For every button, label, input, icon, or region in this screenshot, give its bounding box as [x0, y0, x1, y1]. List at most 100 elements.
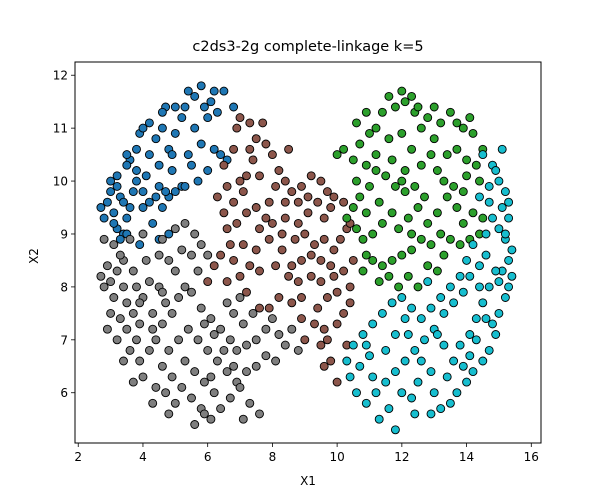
data-point-cluster-2	[264, 197, 274, 207]
data-point-cluster-3	[361, 250, 371, 260]
data-point-cluster-3	[384, 271, 394, 281]
data-point-cluster-5	[497, 203, 507, 212]
data-point-cluster-4	[229, 308, 239, 318]
data-point-cluster-4	[180, 218, 190, 228]
data-point-cluster-4	[170, 224, 180, 234]
data-point-cluster-4	[170, 266, 180, 276]
data-point-cluster-1	[161, 187, 171, 197]
data-point-cluster-1	[125, 203, 135, 212]
data-point-cluster-2	[238, 187, 248, 197]
data-point-cluster-4	[238, 414, 248, 424]
data-point-cluster-3	[407, 245, 417, 255]
data-point-cluster-2	[219, 208, 229, 218]
data-point-cluster-2	[232, 123, 242, 133]
data-point-cluster-4	[193, 266, 203, 276]
data-point-cluster-4	[280, 340, 290, 350]
data-point-cluster-5	[500, 293, 510, 302]
data-point-cluster-3	[348, 155, 358, 165]
data-point-cluster-4	[209, 330, 219, 339]
data-point-cluster-3	[390, 181, 400, 191]
data-point-cluster-5	[374, 414, 384, 424]
data-point-cluster-3	[355, 139, 365, 149]
data-point-cluster-2	[293, 218, 303, 228]
data-point-cluster-3	[442, 150, 452, 160]
data-point-cluster-2	[332, 287, 342, 297]
data-point-cluster-1	[206, 97, 216, 107]
data-point-cluster-2	[306, 250, 316, 260]
data-point-cluster-5	[449, 298, 459, 308]
data-point-cluster-3	[377, 218, 387, 228]
data-point-cluster-5	[407, 303, 417, 313]
data-point-cluster-3	[352, 224, 361, 234]
data-point-cluster-4	[255, 409, 264, 419]
data-point-cluster-2	[313, 197, 323, 207]
data-point-cluster-4	[128, 308, 138, 318]
data-point-cluster-5	[462, 255, 472, 265]
data-point-cluster-5	[390, 330, 400, 339]
y-tick-label: 10	[53, 175, 68, 189]
data-point-cluster-4	[164, 345, 174, 355]
data-point-cluster-3	[371, 123, 381, 133]
data-point-cluster-3	[478, 213, 488, 223]
data-point-cluster-5	[465, 271, 475, 281]
data-point-cluster-3	[384, 91, 394, 101]
data-point-cluster-4	[99, 234, 109, 244]
data-point-cluster-4	[251, 335, 261, 345]
data-point-cluster-1	[203, 113, 213, 123]
data-point-cluster-1	[154, 160, 164, 170]
data-point-cluster-5	[442, 372, 452, 382]
data-point-cluster-3	[387, 155, 397, 165]
data-point-cluster-2	[216, 250, 226, 260]
data-point-cluster-4	[157, 287, 167, 297]
data-point-cluster-1	[170, 128, 180, 138]
data-point-cluster-3	[465, 113, 475, 123]
data-point-cluster-2	[274, 166, 284, 175]
data-point-cluster-5	[397, 293, 407, 302]
data-point-cluster-4	[112, 266, 122, 276]
data-point-cluster-4	[248, 308, 258, 318]
data-point-cluster-4	[206, 372, 216, 382]
data-point-cluster-3	[413, 282, 423, 292]
data-point-cluster-3	[400, 166, 410, 175]
data-point-cluster-3	[407, 91, 417, 101]
data-point-cluster-1	[144, 197, 154, 207]
data-point-cluster-2	[306, 271, 316, 281]
data-point-cluster-4	[161, 388, 171, 398]
data-point-cluster-3	[423, 218, 433, 228]
data-point-cluster-1	[180, 181, 190, 191]
data-point-cluster-1	[106, 187, 116, 197]
data-point-cluster-3	[403, 213, 413, 223]
data-point-cluster-5	[478, 298, 488, 308]
data-point-cluster-1	[135, 240, 145, 250]
data-point-cluster-2	[258, 118, 268, 128]
data-point-cluster-1	[164, 229, 174, 239]
data-point-cluster-4	[167, 372, 177, 382]
data-point-cluster-4	[271, 356, 281, 366]
data-point-cluster-2	[235, 113, 245, 123]
data-point-cluster-2	[245, 118, 255, 128]
data-point-cluster-4	[206, 314, 216, 324]
data-point-cluster-1	[99, 213, 109, 223]
data-point-cluster-3	[365, 181, 374, 191]
data-point-cluster-2	[316, 340, 326, 350]
data-point-cluster-1	[183, 150, 193, 160]
data-point-cluster-2	[229, 255, 239, 265]
data-point-cluster-5	[449, 356, 459, 366]
data-point-cluster-3	[368, 229, 378, 239]
data-point-cluster-3	[352, 118, 361, 128]
data-point-cluster-1	[170, 187, 180, 197]
data-point-cluster-5	[468, 240, 478, 250]
data-point-cluster-2	[251, 203, 261, 212]
data-point-cluster-3	[458, 123, 468, 133]
data-point-cluster-4	[219, 345, 229, 355]
data-point-cluster-1	[157, 107, 167, 117]
data-point-cluster-2	[300, 335, 310, 345]
data-point-cluster-3	[420, 192, 429, 202]
data-point-cluster-3	[361, 160, 371, 170]
data-point-cluster-5	[494, 277, 504, 287]
x-axis-label: X1	[300, 474, 316, 488]
data-point-cluster-4	[199, 377, 209, 387]
y-tick-label: 11	[53, 122, 68, 136]
data-point-cluster-4	[164, 255, 174, 265]
data-point-cluster-2	[319, 324, 329, 334]
